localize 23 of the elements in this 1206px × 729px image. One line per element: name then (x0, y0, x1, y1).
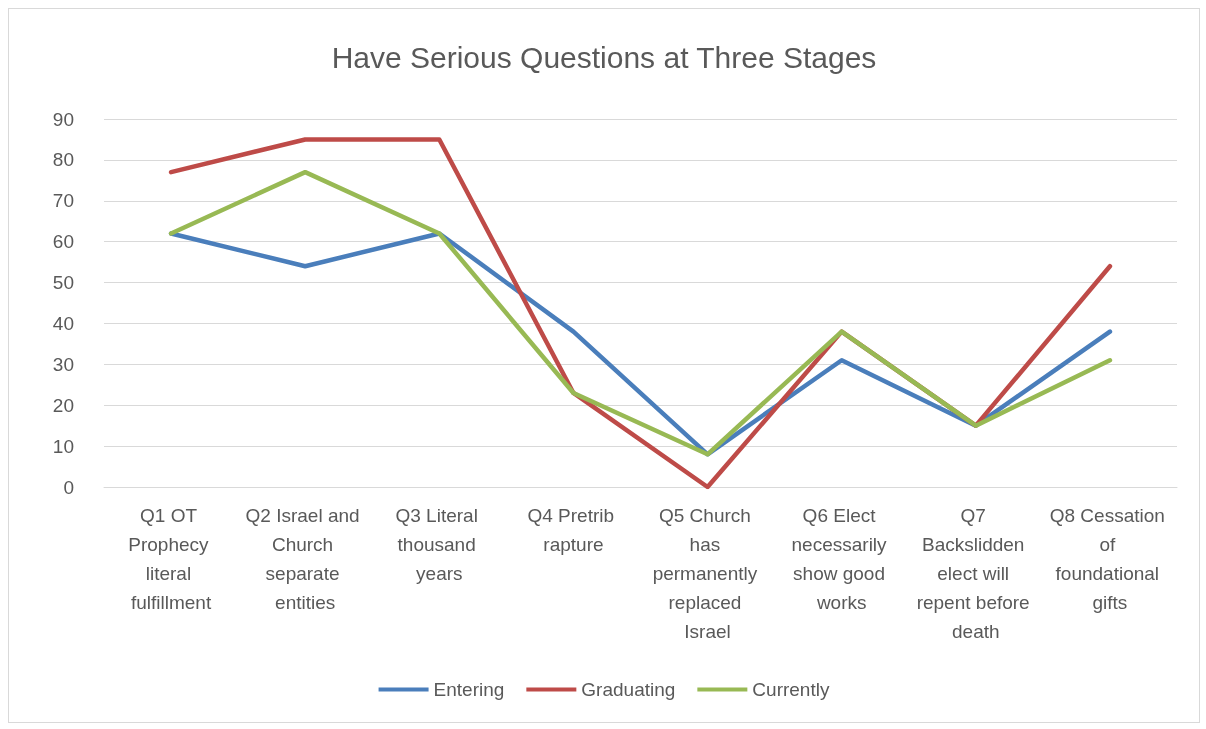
x-tick-label: Q6 Elect necessarily show good works (791, 505, 892, 613)
legend-label: Currently (752, 679, 830, 700)
y-tick-label: 20 (52, 394, 74, 416)
chart-title: Have Serious Questions at Three Stages (331, 40, 877, 74)
y-tick-label: 80 (52, 149, 74, 171)
y-tick-label: 90 (52, 108, 74, 130)
y-tick-label: 10 (52, 435, 74, 457)
x-tick-label: Q5 Church has permanently replaced Israel (652, 505, 763, 642)
x-tick-label: Q3 Literal thousand years (395, 505, 484, 584)
y-tick-label: 0 (63, 476, 74, 498)
x-tick-label: Q8 Cessation of foundational gifts (1049, 505, 1171, 613)
legend-label: Graduating (581, 679, 676, 700)
y-tick-label: 50 (52, 272, 74, 294)
y-tick-label: 40 (52, 312, 74, 334)
line-series (168, 169, 1113, 457)
x-tick-label: Q1 OT Prophecy literal fulfillment (128, 505, 214, 613)
y-tick-label: 30 (52, 353, 74, 375)
x-tick-label: Q2 Israel and Church separate entities (245, 505, 365, 613)
x-tick-label: Q7 Backslidden elect will repent before death (916, 505, 1035, 642)
y-tick-label: 70 (52, 190, 74, 212)
x-tick-label: Q4 Pretrib rapture (527, 505, 620, 555)
y-tick-label: 60 (52, 231, 74, 253)
legend-label: Entering (433, 679, 505, 700)
